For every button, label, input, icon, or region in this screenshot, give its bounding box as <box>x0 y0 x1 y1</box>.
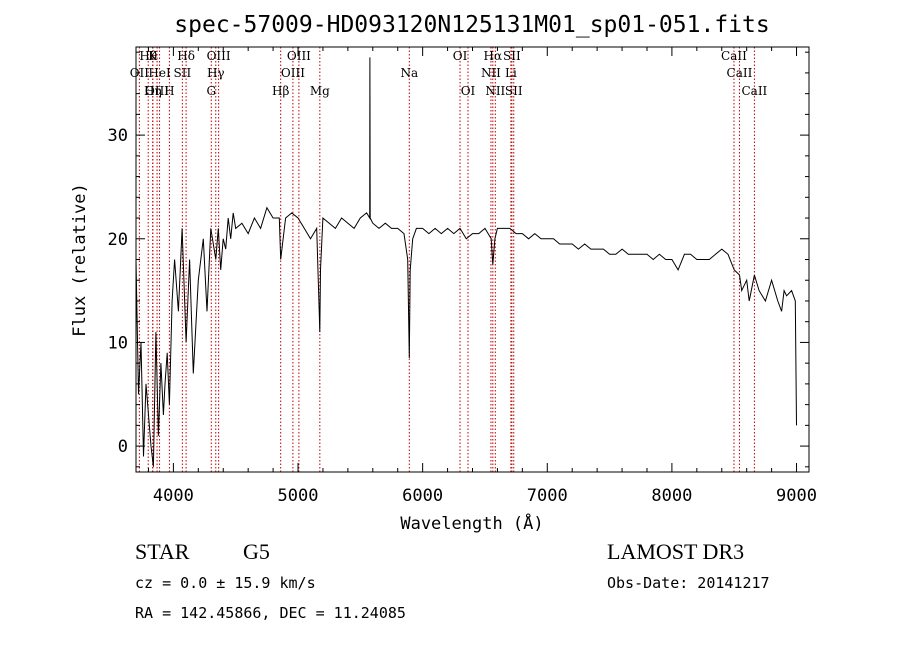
line-marker-label: HeI <box>148 66 171 80</box>
emission-line-markers <box>138 47 755 472</box>
line-marker-label: CaII <box>727 66 753 80</box>
line-marker-label: Hη <box>144 84 162 98</box>
line-marker-label: Li <box>505 66 517 80</box>
line-marker-label: CaII <box>741 84 767 98</box>
y-tick-label: 20 <box>108 230 128 250</box>
line-marker-label: OIII <box>281 66 305 80</box>
line-marker-label: CaII <box>721 49 747 63</box>
line-marker-label: OI <box>461 84 476 98</box>
line-marker-label: Hδ <box>177 49 195 63</box>
line-marker-label: Hβ <box>272 84 289 98</box>
y-axis-ticks: 0 10 20 30 <box>108 51 809 468</box>
line-marker-label: SII <box>503 49 521 63</box>
line-marker-label: G <box>206 84 216 98</box>
y-tick-label: 0 <box>118 437 128 457</box>
x-tick-label: 9000 <box>776 486 817 506</box>
line-marker-label: Na <box>400 66 418 80</box>
line-marker-label: OIII <box>207 49 231 63</box>
redshift-text: cz = 0.0 ± 15.9 km/s <box>135 574 316 592</box>
object-subclass: G5 <box>243 539 270 564</box>
line-marker-label: OIII <box>145 84 169 98</box>
survey-name: LAMOST DR3 <box>607 539 745 564</box>
line-marker-label: SII <box>174 66 192 80</box>
x-axis-ticks: 4000 5000 6000 7000 8000 9000 <box>147 47 817 506</box>
chart-title: spec-57009-HD093120N125131M01_sp01-051.f… <box>174 12 769 38</box>
line-marker-label: SII <box>505 84 523 98</box>
line-marker-label: NII <box>481 66 501 80</box>
line-marker-label: Hγ <box>207 66 225 80</box>
line-marker-label: OI <box>453 49 468 63</box>
line-marker-label: Hα <box>484 49 503 63</box>
y-tick-label: 30 <box>108 126 128 146</box>
y-tick-label: 10 <box>108 333 128 353</box>
line-marker-label: H <box>164 84 174 98</box>
line-marker-label: OIII <box>287 49 311 63</box>
x-tick-label: 6000 <box>402 486 443 506</box>
obs-date-text: Obs-Date: 20141217 <box>607 574 770 592</box>
x-axis-label: Wavelength (Å) <box>400 512 543 534</box>
line-marker-label: Mg <box>310 84 330 98</box>
x-tick-label: 7000 <box>527 486 568 506</box>
object-class: STAR <box>135 539 190 564</box>
line-marker-label: Hθ <box>139 49 157 63</box>
x-tick-label: 5000 <box>278 486 319 506</box>
x-tick-label: 4000 <box>153 486 194 506</box>
line-marker-label: K <box>148 49 158 63</box>
spectrum-line <box>135 57 797 467</box>
x-tick-label: 8000 <box>651 486 692 506</box>
coordinates-text: RA = 142.45866, DEC = 11.24085 <box>135 604 406 622</box>
y-axis-label: Flux (relative) <box>70 183 90 337</box>
line-marker-label: NII <box>485 84 505 98</box>
